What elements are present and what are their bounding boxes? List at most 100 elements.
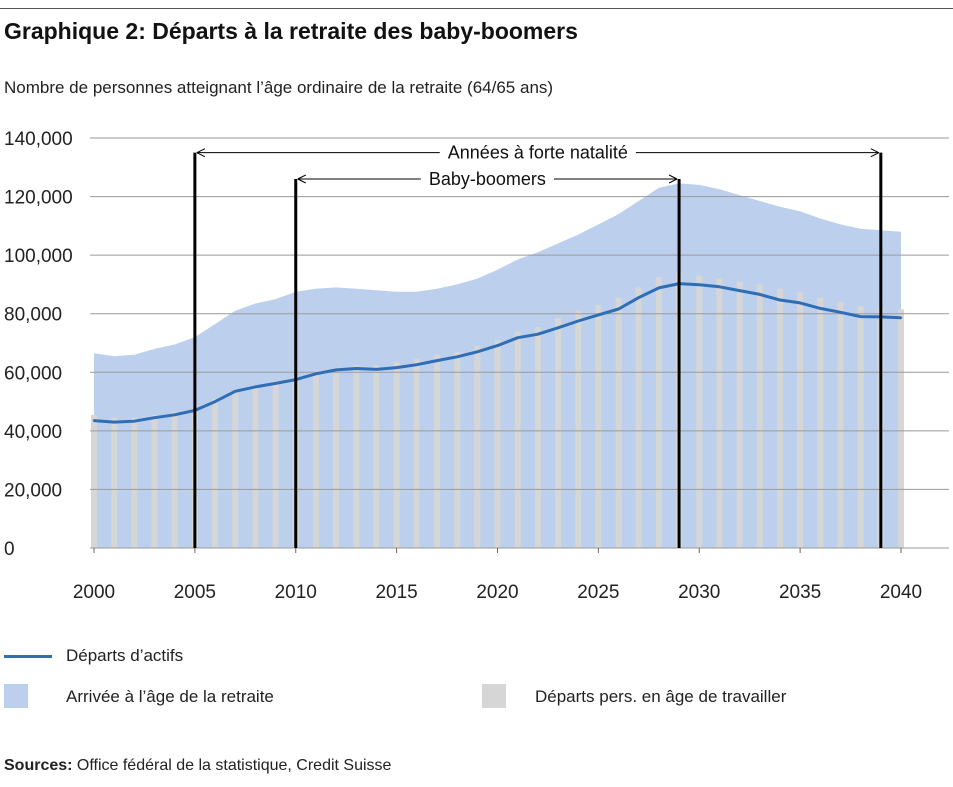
x-tick-label-2010: 2010 [275,582,317,603]
annotation-1-arrowhead-right [668,174,678,184]
bar-2018 [454,351,461,548]
legend-bar-swatch [482,684,506,708]
y-tick-label-140000: 140,000 [4,129,73,150]
bar-2013 [353,365,360,548]
bar-2001 [111,417,118,548]
annotation-1-label: Baby-boomers [429,169,546,189]
y-tick-label-80000: 80,000 [4,305,62,326]
bar-2030 [696,275,703,548]
x-tick-label-2005: 2005 [174,582,216,603]
line-point-2013 [355,367,358,370]
line-point-2023 [556,326,560,329]
legend-bar-label: Départs pers. en âge de travailler [535,687,787,706]
bar-2036 [817,297,824,548]
line-point-2018 [456,355,459,358]
bar-2038 [857,306,864,548]
bar-2006 [212,398,219,548]
line-point-2040 [899,316,903,319]
x-tick-label-2015: 2015 [375,582,417,603]
bar-2008 [252,385,259,548]
line-point-2003 [153,416,156,419]
source-note: Sources: Office fédéral de la statistiqu… [4,757,391,775]
line-point-2038 [859,315,862,318]
line-point-2036 [819,307,822,310]
chart-subtitle: Nombre de personnes atteignant l’âge ord… [4,78,554,97]
bar-2015 [393,362,400,548]
bar-2028 [655,277,662,548]
y-tick-label-100000: 100,000 [4,246,73,267]
line-point-2017 [435,359,439,362]
bar-2024 [575,310,582,548]
annotation-0-arrowhead-right [870,148,880,158]
bar-2007 [232,391,239,548]
x-tick-label-2000: 2000 [73,582,115,603]
bar-2022 [534,326,541,548]
line-point-2037 [839,311,842,314]
chart: 0 20,000 40,000 60,000 80,000 100,000 120,000 1… [4,129,949,603]
bar-2012 [333,367,340,548]
y-tick-label-0: 0 [4,539,15,560]
top-rule [0,8,953,9]
line-point-2021 [516,336,519,339]
y-tick-label-40000: 40,000 [4,422,62,443]
bar-2034 [776,288,783,548]
line-point-2015 [395,366,398,369]
bar-2017 [434,354,440,548]
line-point-2019 [476,350,479,353]
bar-2020 [494,340,501,548]
source-label: Sources: [4,757,73,774]
bar-2026 [615,297,622,548]
legend-line-swatch [4,655,52,658]
x-tick-label-2040: 2040 [880,582,922,603]
line-point-2016 [415,363,418,366]
bar-2019 [474,345,481,548]
bar-2002 [131,417,138,548]
line-point-2008 [254,385,257,389]
bar-2000 [91,414,97,549]
line-point-2002 [133,420,136,423]
line-point-2001 [113,420,116,424]
bar-2037 [837,302,844,548]
chart-title: Graphique 2: Départs à la retraite des b… [4,18,578,44]
legend-area-label: Arrivée à l’âge de la retraite [66,687,274,706]
bar-2021 [514,331,521,548]
line-point-2007 [234,390,237,393]
line-point-2020 [496,344,499,347]
line-point-2009 [274,382,277,385]
line-point-2028 [657,286,661,290]
line-point-2032 [738,289,741,292]
bar-2016 [413,359,420,548]
line-point-2033 [758,293,761,296]
bar-2031 [716,278,723,548]
line-point-2004 [173,413,176,416]
line-point-2011 [314,372,318,375]
bar-2040 [898,309,904,548]
legend-line-label: Départs d’actifs [66,646,184,665]
y-tick-label-60000: 60,000 [4,363,62,384]
bar-2011 [312,370,319,548]
line-point-2025 [597,313,600,317]
bar-2032 [736,281,743,548]
source-text: Office fédéral de la statistique, Credit… [72,757,392,774]
line-point-2014 [375,368,378,371]
bar-2023 [555,318,561,548]
annotation-0-arrowhead-left [196,148,206,158]
bar-2035 [797,291,804,549]
y-tick-label-120000: 120,000 [4,188,73,209]
line-point-2035 [798,301,802,305]
annotation-0-label: Années à forte natalité [448,143,628,163]
x-tick-label-2025: 2025 [577,582,619,603]
x-tick-label-2030: 2030 [678,582,720,603]
legend-area-swatch [4,684,28,708]
bar-2025 [595,304,602,548]
line-point-2012 [334,368,338,372]
line-point-2000 [92,419,96,422]
bar-2027 [635,287,642,548]
x-tick-label-2020: 2020 [476,582,518,603]
bar-2033 [756,284,763,548]
y-tick-label-20000: 20,000 [4,480,62,501]
annotation-1-arrowhead-left [297,174,306,184]
bar-2004 [171,411,178,548]
line-point-2006 [213,400,217,403]
bar-2014 [373,365,380,548]
